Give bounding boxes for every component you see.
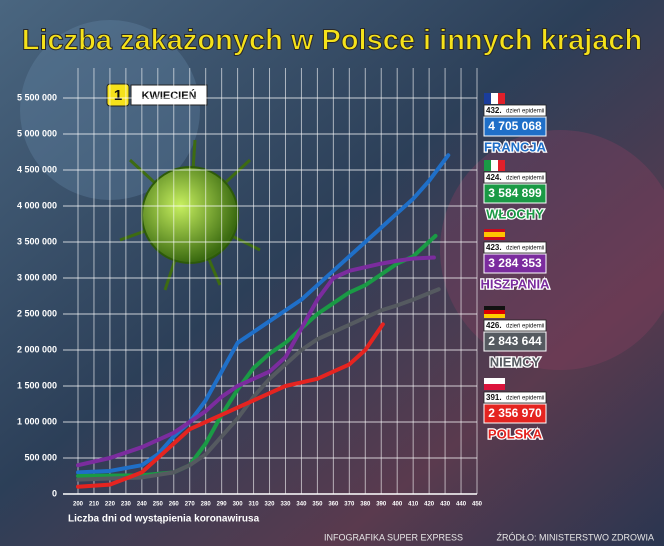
y-tick-label: 5 000 000	[17, 128, 57, 138]
legend-entry: POLSKA	[488, 426, 543, 441]
y-tick-label: 4 500 000	[17, 164, 57, 174]
x-tick-label: 300	[233, 502, 244, 508]
x-tick-label: 410	[408, 502, 419, 508]
day-note: dzień epidemii	[506, 246, 544, 252]
day-note: dzień epidemii	[506, 176, 544, 182]
x-tick-label: 240	[137, 502, 148, 508]
badge-label: KWIECIEŃ	[142, 89, 197, 102]
day-box	[483, 319, 547, 332]
x-tick-label: 260	[169, 502, 180, 508]
x-tick-label: 320	[265, 502, 276, 508]
badge-number: 1	[114, 87, 122, 104]
series-line	[76, 322, 385, 489]
x-tick-label: 270	[185, 502, 196, 508]
value-box	[483, 253, 547, 274]
y-tick-label: 1 000 000	[17, 416, 57, 426]
x-tick-label: 390	[376, 502, 387, 508]
x-tick-label: 440	[456, 502, 467, 508]
value-box	[483, 183, 547, 204]
value-label: 2 843 644	[488, 334, 542, 348]
y-tick-label: 3 000 000	[17, 272, 57, 282]
flags	[484, 93, 505, 390]
x-tick-label: 220	[105, 502, 116, 508]
badge-box	[106, 83, 130, 107]
day-box	[483, 171, 547, 184]
value-box	[483, 403, 547, 424]
day-number: 432.	[486, 106, 502, 115]
x-tick-label: 210	[89, 502, 100, 508]
footer-source: ŹRÓDŁO: MINISTERSTWO ZDROWIA	[497, 532, 655, 542]
y-tick-label: 2 500 000	[17, 308, 57, 318]
y-tick-label: 2 000 000	[17, 344, 57, 354]
x-tick-label: 290	[217, 502, 228, 508]
legend-entry: NIEMCY	[490, 354, 541, 369]
x-tick-label: 450	[472, 502, 483, 508]
x-tick-label: 230	[121, 502, 132, 508]
x-tick-label: 380	[360, 502, 371, 508]
x-tick-label: 430	[440, 502, 451, 508]
day-note: dzień epidemii	[506, 109, 544, 115]
series-line	[76, 153, 451, 475]
series-line	[76, 287, 441, 482]
day-number: 426.	[486, 321, 502, 330]
series-line	[76, 255, 436, 468]
y-tick-label: 5 500 000	[17, 92, 57, 102]
legend-entry: HISZPANIA	[480, 276, 550, 291]
y-tick-label: 3 500 000	[17, 236, 57, 246]
value-label: 2 356 970	[488, 406, 542, 420]
day-number: 423.	[486, 243, 502, 252]
chart-title: Liczba zakażonych w Polsce i innych kraj…	[22, 25, 643, 57]
x-tick-label: 370	[344, 502, 355, 508]
legend-entry: WŁOCHY	[486, 206, 544, 221]
value-box	[483, 116, 547, 137]
day-note: dzień epidemii	[506, 396, 544, 402]
x-tick-label: 420	[424, 502, 435, 508]
value-label: 3 584 899	[488, 186, 542, 200]
x-tick-label: 360	[328, 502, 339, 508]
day-number: 424.	[486, 173, 502, 182]
badge-label-box	[130, 84, 208, 106]
day-note: dzień epidemii	[506, 324, 544, 330]
x-tick-label: 340	[296, 502, 307, 508]
y-tick-label: 1 500 000	[17, 380, 57, 390]
day-box	[483, 104, 547, 117]
day-box	[483, 241, 547, 254]
value-box	[483, 331, 547, 352]
x-tick-label: 310	[249, 502, 260, 508]
day-box	[483, 391, 547, 404]
x-tick-label: 250	[153, 502, 164, 508]
legend-entry: FRANCJA	[484, 139, 547, 154]
y-tick-label: 500 000	[24, 452, 57, 462]
footer-credit: INFOGRAFIKA SUPER EXPRESS	[324, 532, 463, 542]
x-tick-label: 350	[312, 502, 323, 508]
value-label: 3 284 353	[488, 256, 542, 270]
y-tick-label: 4 000 000	[17, 200, 57, 210]
value-label: 4 705 068	[488, 119, 542, 133]
x-tick-label: 280	[201, 502, 212, 508]
y-tick-label: 0	[52, 488, 57, 498]
x-tick-label: 200	[73, 502, 84, 508]
day-number: 391.	[486, 393, 502, 402]
x-axis-title: Liczba dni od wystąpienia koronawirusa	[68, 514, 260, 525]
x-tick-label: 330	[280, 502, 291, 508]
x-tick-label: 400	[392, 502, 403, 508]
